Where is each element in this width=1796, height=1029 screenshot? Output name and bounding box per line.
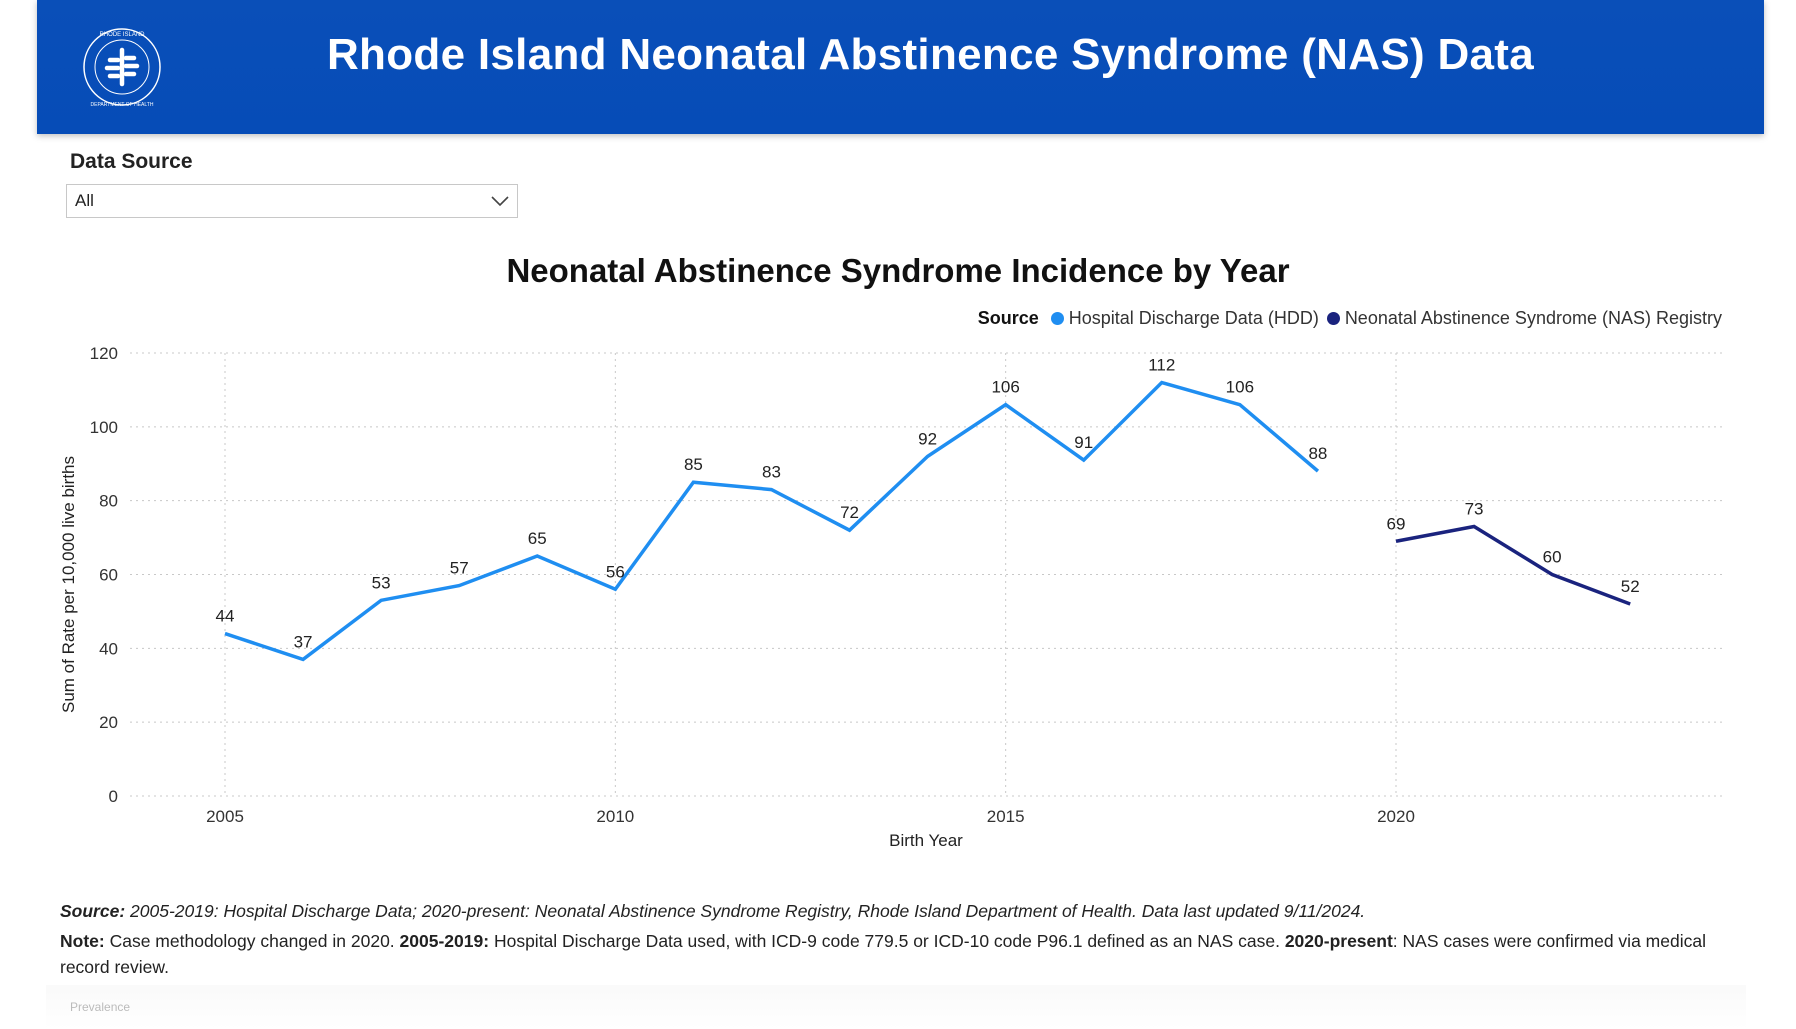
data-label: 56 — [606, 562, 625, 581]
data-label: 112 — [1148, 356, 1175, 375]
data-label: 37 — [294, 632, 313, 651]
chevron-down-icon — [491, 196, 509, 207]
note-text-1: Case methodology changed in 2020. — [109, 931, 395, 951]
legend-item-nas[interactable]: Neonatal Abstinence Syndrome (NAS) Regis… — [1326, 308, 1722, 329]
slicer-label: Data Source — [70, 150, 193, 173]
data-label: 52 — [1621, 577, 1640, 596]
note-text-2: Hospital Discharge Data used, with ICD-9… — [493, 931, 1280, 951]
data-label: 53 — [372, 573, 391, 592]
slicer-selected-value: All — [75, 191, 94, 210]
data-label: 91 — [1074, 433, 1093, 452]
legend-item-hdd[interactable]: Hospital Discharge Data (HDD) — [1050, 308, 1319, 329]
chart-title: Neonatal Abstinence Syndrome Incidence b… — [506, 252, 1290, 289]
y-tick-label: 0 — [109, 787, 118, 806]
data-label: 85 — [684, 455, 703, 474]
page-title: Rhode Island Neonatal Abstinence Syndrom… — [326, 30, 1535, 79]
legend-label-hdd: Hospital Discharge Data (HDD) — [1068, 308, 1319, 328]
y-tick-label: 100 — [90, 418, 118, 437]
y-tick-label: 40 — [99, 639, 118, 658]
data-label: 44 — [216, 607, 235, 626]
y-tick-label: 20 — [99, 713, 118, 732]
data-label: 88 — [1308, 444, 1327, 463]
data-source-dropdown[interactable]: All — [66, 184, 518, 218]
x-tick-label: 2005 — [206, 807, 244, 826]
legend-label-nas: Neonatal Abstinence Syndrome (NAS) Regis… — [1344, 308, 1722, 328]
legend-title: Source — [977, 308, 1039, 328]
tab-prevalence[interactable]: Prevalence — [70, 1000, 131, 1014]
footnotes: Source: 2005-2019: Hospital Discharge Da… — [60, 898, 1740, 980]
methodology-note: Note: Case methodology changed in 2020. … — [60, 928, 1740, 980]
x-axis-title: Birth Year — [889, 831, 963, 850]
ri-health-logo: RHODE ISLAND DEPARTMENT OF HEALTH — [83, 28, 161, 108]
data-label: 69 — [1387, 514, 1406, 533]
data-label: 60 — [1543, 548, 1562, 567]
data-label: 106 — [1226, 378, 1254, 397]
source-note: Source: 2005-2019: Hospital Discharge Da… — [60, 898, 1740, 924]
source-text: 2005-2019: Hospital Discharge Data; 2020… — [130, 901, 1366, 921]
line-chart: 0 20 40 60 80 100 120 2005 2010 2015 2020 Birth Yea… — [59, 344, 1722, 850]
data-label: 92 — [918, 429, 937, 448]
y-tick-label: 60 — [99, 566, 118, 585]
data-label: 73 — [1465, 500, 1484, 519]
data-label: 65 — [528, 529, 547, 548]
y-tick-label: 80 — [99, 492, 118, 511]
page-tab-strip — [46, 985, 1746, 1029]
source-label: Source: — [60, 901, 126, 921]
note-label: Note: — [60, 931, 105, 951]
svg-text:RHODE ISLAND: RHODE ISLAND — [99, 32, 145, 38]
data-label: 106 — [991, 378, 1019, 397]
series-line-0 — [224, 380, 1320, 662]
note-text-3: : NAS cases were confirmed via medical r… — [60, 931, 1706, 977]
header-banner: RHODE ISLAND DEPARTMENT OF HEALTH Rhode … — [37, 0, 1764, 134]
legend-dot-nas — [1326, 312, 1340, 325]
y-axis-title: Sum of Rate per 10,000 live births — [59, 456, 78, 713]
data-label: 57 — [450, 559, 469, 578]
note-bold-2: 2005-2019: — [399, 931, 490, 951]
note-bold-3: 2020-present — [1284, 931, 1393, 951]
y-tick-label: 120 — [90, 344, 118, 363]
legend-dot-hdd — [1050, 312, 1064, 325]
series-line-1 — [1395, 524, 1631, 606]
data-label: 72 — [840, 503, 859, 522]
svg-text:DEPARTMENT OF HEALTH: DEPARTMENT OF HEALTH — [91, 102, 154, 108]
data-source-slicer: Data Source All — [66, 150, 518, 218]
x-tick-label: 2015 — [987, 807, 1025, 826]
data-label: 83 — [762, 463, 781, 482]
x-tick-label: 2010 — [596, 807, 634, 826]
x-tick-label: 2020 — [1377, 807, 1415, 826]
chart-legend: Source Hospital Discharge Data (HDD) Neo… — [978, 308, 1722, 329]
